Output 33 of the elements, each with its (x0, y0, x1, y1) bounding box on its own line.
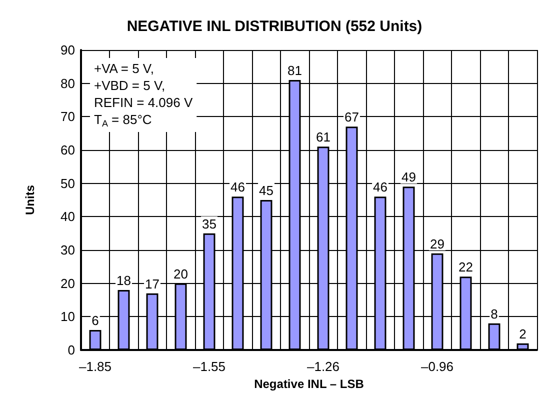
data-label: 67 (344, 110, 359, 125)
x-tick-label: –1.55 (192, 359, 226, 374)
data-label: 45 (259, 183, 274, 198)
data-label: 46 (373, 180, 388, 195)
x-tick-label: –1.85 (78, 359, 112, 374)
y-tick-label: 70 (60, 109, 75, 124)
data-label: 46 (230, 180, 245, 195)
data-label: 61 (316, 130, 330, 145)
y-axis-title: Units (23, 184, 37, 215)
y-tick-label: 0 (68, 342, 75, 358)
data-label: 35 (202, 216, 216, 232)
x-tick-label: –1.26 (306, 359, 340, 374)
data-label: 29 (430, 236, 444, 252)
data-label: 8 (490, 306, 498, 322)
data-label: 18 (116, 273, 131, 288)
y-tick-label: 50 (60, 176, 75, 191)
x-tick-label: –0.96 (420, 359, 454, 374)
data-label: 20 (174, 266, 188, 282)
data-label: 22 (458, 260, 473, 275)
y-tick-label: 60 (60, 142, 75, 158)
chart-title: NEGATIVE INL DISTRIBUTION (552 Units) (126, 18, 422, 35)
data-label: 81 (288, 63, 302, 78)
y-tick-label: 90 (60, 42, 75, 58)
data-label: 17 (145, 276, 160, 292)
y-tick-label: 40 (60, 209, 75, 224)
y-tick-label: 10 (60, 309, 75, 324)
data-label: 49 (402, 170, 416, 185)
x-axis-title: Negative INL – LSB (254, 377, 364, 391)
y-tick-label: 30 (60, 242, 75, 258)
y-tick-label: 80 (60, 76, 75, 91)
data-label: 6 (92, 313, 99, 328)
y-tick-label: 20 (60, 276, 75, 291)
data-label: 2 (519, 326, 526, 342)
